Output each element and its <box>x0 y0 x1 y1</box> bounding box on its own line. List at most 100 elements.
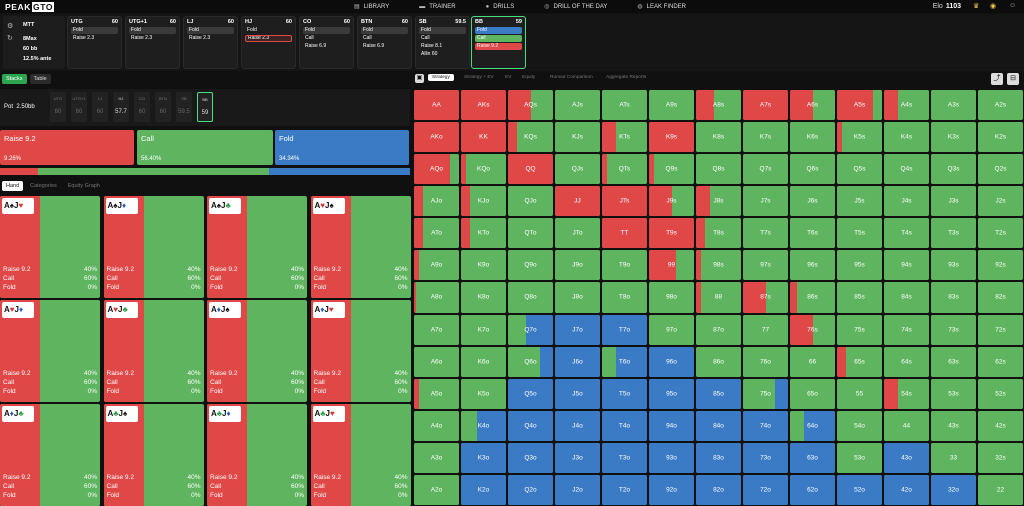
hand-cell[interactable]: JTs <box>602 186 647 217</box>
hand-cell[interactable]: Q2s <box>978 154 1023 185</box>
hand-cell[interactable]: A8o <box>414 282 459 313</box>
hand-cell[interactable]: J9s <box>649 186 694 217</box>
hand-cell[interactable]: A5s <box>837 90 882 121</box>
share-icon[interactable]: ⤴ <box>991 73 1003 85</box>
hand-cell[interactable]: 96s <box>790 250 835 281</box>
hand-cell[interactable]: Q3s <box>931 154 976 185</box>
position-action[interactable]: Raise 6.9 <box>363 43 385 49</box>
hand-cell[interactable]: 85o <box>696 378 741 409</box>
stack-lj[interactable]: LJ 60 <box>92 92 108 122</box>
hand-cell[interactable]: 74s <box>884 314 929 345</box>
hand-cell[interactable]: A3o <box>414 442 459 473</box>
hand-cell[interactable]: Q4o <box>508 410 553 441</box>
stack-utgplus1[interactable]: UTG+1 60 <box>71 92 87 122</box>
stack-sb[interactable]: SB 59.5 <box>176 92 192 122</box>
hand-cell[interactable]: J2o <box>555 474 600 505</box>
hand-cell[interactable]: 97o <box>649 314 694 345</box>
hand-cell[interactable]: 63s <box>931 346 976 377</box>
hand-cell[interactable]: A2s <box>978 90 1023 121</box>
hand-cell[interactable]: T8o <box>602 282 647 313</box>
hand-cell[interactable]: T6s <box>790 218 835 249</box>
hand-cell[interactable]: Q9o <box>508 250 553 281</box>
combo-card[interactable]: A♠J♣ Raise 9.2 40% Call 60% Fold 0% <box>207 196 307 298</box>
combo-card[interactable]: A♦J♥ Raise 9.2 40% Call 60% Fold 0% <box>310 300 411 402</box>
hand-cell[interactable]: J4s <box>884 186 929 217</box>
hand-cell[interactable]: Q8o <box>508 282 553 313</box>
hand-cell[interactable]: Q9s <box>649 154 694 185</box>
hand-cell[interactable]: J6o <box>555 346 600 377</box>
nav-leak-finder[interactable]: ◍ LEAK FINDER <box>637 0 686 13</box>
hand-cell[interactable]: A9s <box>649 90 694 121</box>
hand-cell[interactable]: T2s <box>978 218 1023 249</box>
hand-cell[interactable]: K3s <box>931 122 976 153</box>
hand-cell[interactable]: 54o <box>837 410 882 441</box>
position-action[interactable]: Fold <box>129 27 176 34</box>
hand-cell[interactable]: T4s <box>884 218 929 249</box>
hand-cell[interactable]: 86o <box>696 346 741 377</box>
hand-cell[interactable]: A7o <box>414 314 459 345</box>
hand-cell[interactable]: A4s <box>884 90 929 121</box>
hand-cell[interactable]: T9s <box>649 218 694 249</box>
hand-cell[interactable]: Q7o <box>508 314 553 345</box>
hand-cell[interactable]: TT <box>602 218 647 249</box>
hand-cell[interactable]: 62o <box>790 474 835 505</box>
hand-cell[interactable]: JJ <box>555 186 600 217</box>
nav-library[interactable]: ▤ LIBRARY <box>354 0 389 13</box>
hand-cell[interactable]: AKo <box>414 122 459 153</box>
hand-cell[interactable]: K3o <box>461 442 506 473</box>
position-card-hj[interactable]: HJ 60 Fold Raise 2.3 <box>241 16 296 69</box>
position-action[interactable]: Raise 2.3 <box>245 35 292 42</box>
tab-table[interactable]: Table <box>29 74 51 84</box>
hand-cell[interactable]: J3o <box>555 442 600 473</box>
hand-cell[interactable]: 93s <box>931 250 976 281</box>
hand-cell[interactable]: 94s <box>884 250 929 281</box>
hand-cell[interactable]: 55 <box>837 378 882 409</box>
hand-cell[interactable]: AQo <box>414 154 459 185</box>
hand-cell[interactable]: A3s <box>931 90 976 121</box>
hand-cell[interactable]: K2s <box>978 122 1023 153</box>
hand-cell[interactable]: 32o <box>931 474 976 505</box>
hand-cell[interactable]: Q4s <box>884 154 929 185</box>
hand-cell[interactable]: K2o <box>461 474 506 505</box>
hand-cell[interactable]: KQs <box>508 122 553 153</box>
combo-card[interactable]: A♥J♠ Raise 9.2 40% Call 60% Fold 0% <box>310 196 411 298</box>
hand-cell[interactable]: QJs <box>555 154 600 185</box>
action-raise-9-2[interactable]: Raise 9.2 9.26% <box>0 130 134 165</box>
hand-cell[interactable]: 77 <box>743 314 788 345</box>
position-action[interactable]: Fold <box>71 27 118 34</box>
hand-cell[interactable]: T3o <box>602 442 647 473</box>
hand-cell[interactable]: ATs <box>602 90 647 121</box>
hand-cell[interactable]: 82o <box>696 474 741 505</box>
hand-cell[interactable]: 42s <box>978 410 1023 441</box>
position-action[interactable]: Fold <box>187 27 234 34</box>
hand-cell[interactable]: 65o <box>790 378 835 409</box>
hand-cell[interactable]: 66 <box>790 346 835 377</box>
position-action[interactable]: Raise 8.1 <box>421 43 443 49</box>
combo-card[interactable]: A♣J♠ Raise 9.2 40% Call 60% Fold 0% <box>103 404 204 506</box>
combo-card[interactable]: A♠J♥ Raise 9.2 40% Call 60% Fold 0% <box>0 196 100 298</box>
tab-ev[interactable]: EV <box>505 75 512 80</box>
hand-cell[interactable]: 88 <box>696 282 741 313</box>
hand-cell[interactable]: 98o <box>649 282 694 313</box>
position-action[interactable]: Fold <box>475 27 522 34</box>
hand-cell[interactable]: A5o <box>414 378 459 409</box>
stack-btn[interactable]: BTN 60 <box>155 92 171 122</box>
tab-equity[interactable]: Equity <box>522 75 536 80</box>
position-action[interactable]: Call <box>305 35 314 41</box>
hand-cell[interactable]: KTo <box>461 218 506 249</box>
hand-cell[interactable]: KJs <box>555 122 600 153</box>
hand-cell[interactable]: T5s <box>837 218 882 249</box>
hand-cell[interactable]: 73o <box>743 442 788 473</box>
hand-cell[interactable]: 53s <box>931 378 976 409</box>
hand-cell[interactable]: J7o <box>555 314 600 345</box>
hand-cell[interactable]: 76s <box>790 314 835 345</box>
hand-cell[interactable]: 42o <box>884 474 929 505</box>
hand-cell[interactable]: 86s <box>790 282 835 313</box>
hand-cell[interactable]: K8s <box>696 122 741 153</box>
hand-cell[interactable]: Q5s <box>837 154 882 185</box>
hand-cell[interactable]: K8o <box>461 282 506 313</box>
hand-cell[interactable]: K7o <box>461 314 506 345</box>
hand-cell[interactable]: T6o <box>602 346 647 377</box>
hand-cell[interactable]: 92o <box>649 474 694 505</box>
hand-cell[interactable]: T2o <box>602 474 647 505</box>
